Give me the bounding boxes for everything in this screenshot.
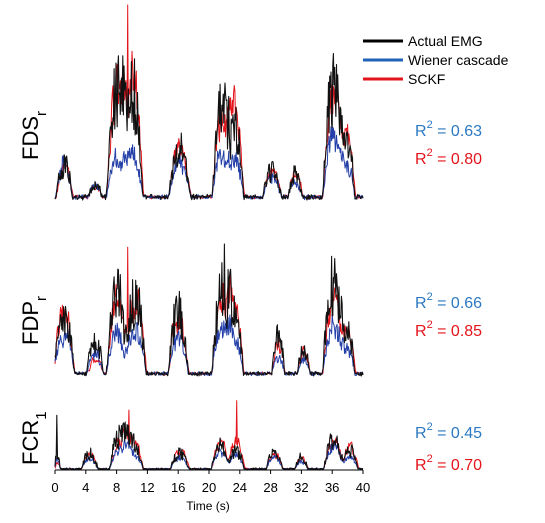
- legend-label-sckf: SCKF: [408, 71, 445, 87]
- series-group: [54, 4, 364, 201]
- x-tick-label: 0: [51, 480, 58, 495]
- x-tick-label: 8: [113, 480, 120, 495]
- series-line-wiener: [54, 438, 364, 471]
- legend: Actual EMG Wiener cascade SCKF: [363, 33, 509, 87]
- x-tick-label: 12: [140, 480, 154, 495]
- x-tick-label: 4: [82, 480, 89, 495]
- x-tick-label: 24: [233, 480, 247, 495]
- series-line-sckf: [54, 400, 364, 471]
- panel-fcr: FCR1 R2 = 0.45 R2 = 0.70: [18, 400, 482, 474]
- legend-label-actual: Actual EMG: [408, 33, 483, 49]
- series-line-wiener: [54, 126, 364, 201]
- r2-sckf-fcr: R2 = 0.70: [415, 453, 482, 474]
- series-group: [54, 243, 364, 377]
- r2-wiener-fdp: R2 = 0.66: [415, 291, 482, 312]
- r2-sckf-fdp: R2 = 0.85: [415, 319, 482, 340]
- x-axis-label: Time (s): [186, 499, 230, 513]
- x-tick-label: 28: [263, 480, 277, 495]
- r2-sckf-fds: R2 = 0.80: [415, 147, 482, 168]
- panel-fds: FDSr R2 = 0.63 R2 = 0.80: [18, 4, 482, 201]
- series-line-actual: [54, 414, 364, 471]
- series-group: [54, 400, 364, 471]
- series-line-wiener: [54, 314, 364, 377]
- x-axis: 0 4 8 12 16 20 24 28 32 36 40: [51, 469, 370, 495]
- x-tick-label: 36: [325, 480, 339, 495]
- x-tick-label: 20: [202, 480, 216, 495]
- muscle-label-fcr: FCR1: [18, 411, 50, 465]
- series-line-sckf: [54, 4, 364, 200]
- muscle-label-fdp: FDPr: [18, 296, 50, 345]
- r2-wiener-fds: R2 = 0.63: [415, 119, 482, 140]
- legend-label-wiener: Wiener cascade: [408, 52, 509, 68]
- x-tick-label: 40: [356, 480, 370, 495]
- r2-wiener-fcr: R2 = 0.45: [415, 421, 482, 442]
- x-tick-label: 16: [171, 480, 185, 495]
- muscle-label-fds: FDSr: [18, 111, 50, 160]
- series-line-actual: [54, 52, 364, 201]
- panel-fdp: FDPr R2 = 0.66 R2 = 0.85: [18, 243, 482, 377]
- series-line-actual: [54, 243, 364, 377]
- x-tick-label: 32: [294, 480, 308, 495]
